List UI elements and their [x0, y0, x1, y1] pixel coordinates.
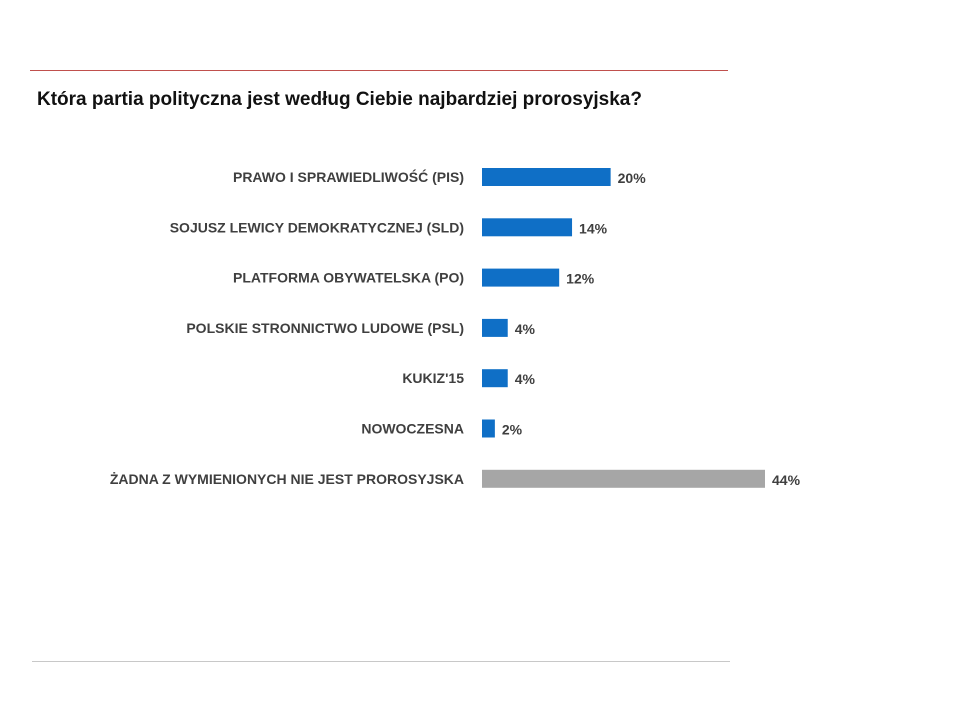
top-divider	[30, 70, 728, 71]
value-label: 44%	[772, 472, 801, 488]
chart-title: Która partia polityczna jest według Cieb…	[37, 89, 642, 110]
category-label: KUKIZ'15	[402, 370, 464, 386]
category-label: POLSKIE STRONNICTWO LUDOWE (PSL)	[186, 320, 464, 336]
category-label: ŻADNA Z WYMIENIONYCH NIE JEST PROROSYJSK…	[110, 471, 464, 487]
value-label: 20%	[618, 170, 647, 186]
bar	[482, 419, 495, 438]
bottom-divider	[32, 661, 730, 662]
value-label: 4%	[515, 371, 536, 387]
bar	[482, 218, 573, 237]
value-label: 12%	[566, 271, 595, 287]
bar	[482, 268, 560, 287]
category-label: SOJUSZ LEWICY DEMOKRATYCZNEJ (SLD)	[170, 219, 464, 235]
bar	[482, 318, 508, 337]
bar	[482, 168, 611, 186]
bar	[482, 469, 765, 488]
value-label: 14%	[579, 220, 608, 236]
category-label: PRAWO I SPRAWIEDLIWOŚĆ (PIS)	[233, 168, 464, 185]
category-label: NOWOCZESNA	[361, 421, 464, 437]
value-label: 2%	[502, 422, 523, 438]
bar	[482, 369, 508, 388]
value-label: 4%	[515, 321, 536, 337]
category-label: PLATFORMA OBYWATELSKA (PO)	[233, 270, 464, 286]
